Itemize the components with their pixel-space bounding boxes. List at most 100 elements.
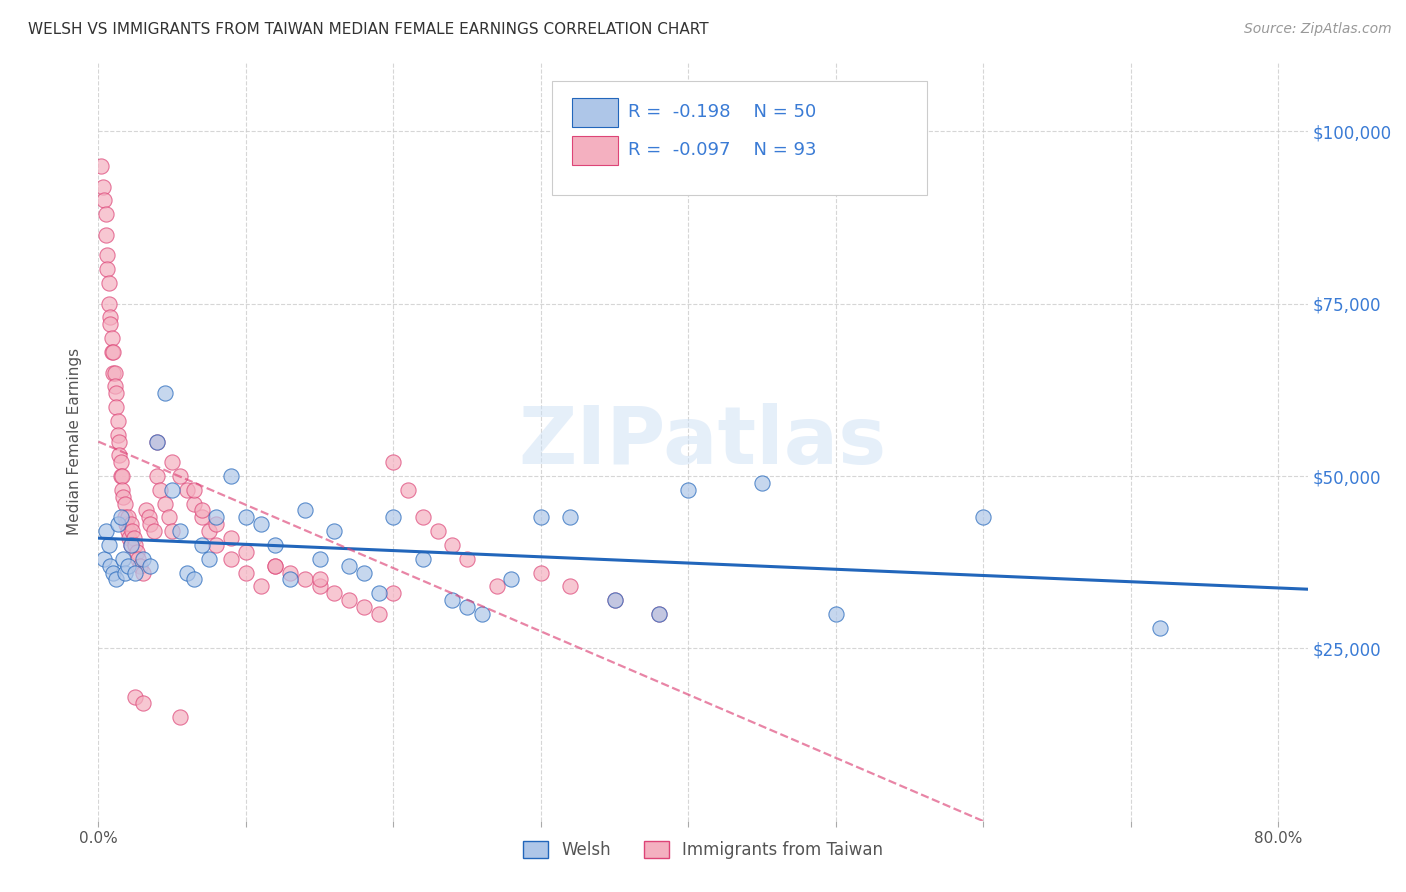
Point xyxy=(114,566,136,580)
Point xyxy=(93,551,115,566)
Point xyxy=(648,607,671,621)
Point xyxy=(176,566,198,580)
Point xyxy=(972,510,994,524)
Point xyxy=(112,490,135,504)
Point xyxy=(160,524,183,538)
Point xyxy=(426,524,449,538)
Point xyxy=(120,517,142,532)
Point xyxy=(264,558,287,573)
Point xyxy=(530,566,553,580)
Point xyxy=(122,531,145,545)
Point xyxy=(117,558,139,573)
Point xyxy=(353,566,375,580)
Point xyxy=(100,331,122,345)
Point xyxy=(308,573,330,587)
Text: ZIPatlas: ZIPatlas xyxy=(519,402,887,481)
Point xyxy=(441,538,464,552)
Point xyxy=(323,586,346,600)
Point xyxy=(169,710,191,724)
Point xyxy=(441,593,464,607)
FancyBboxPatch shape xyxy=(551,81,927,195)
Point xyxy=(127,551,149,566)
Point xyxy=(112,551,135,566)
Point xyxy=(603,593,626,607)
Point xyxy=(131,566,153,580)
Point xyxy=(107,517,129,532)
Point xyxy=(149,483,172,497)
Point xyxy=(124,690,146,704)
Point xyxy=(169,524,191,538)
Point xyxy=(97,296,120,310)
Point xyxy=(219,469,242,483)
Point xyxy=(125,545,148,559)
Point xyxy=(183,573,205,587)
Point xyxy=(97,276,120,290)
Point xyxy=(104,366,127,380)
Point xyxy=(190,510,212,524)
Point xyxy=(110,510,132,524)
Point xyxy=(367,586,389,600)
Point xyxy=(382,455,405,469)
Point xyxy=(205,538,228,552)
Point xyxy=(294,573,316,587)
Text: WELSH VS IMMIGRANTS FROM TAIWAN MEDIAN FEMALE EARNINGS CORRELATION CHART: WELSH VS IMMIGRANTS FROM TAIWAN MEDIAN F… xyxy=(28,22,709,37)
Point xyxy=(367,607,389,621)
Point xyxy=(118,531,141,545)
Point xyxy=(412,510,434,524)
Point xyxy=(603,593,626,607)
Point xyxy=(98,558,121,573)
Text: R =  -0.097    N = 93: R = -0.097 N = 93 xyxy=(628,142,817,160)
Point xyxy=(1149,621,1171,635)
Point xyxy=(94,207,117,221)
Point xyxy=(648,607,671,621)
Point xyxy=(131,551,153,566)
Point xyxy=(131,697,153,711)
FancyBboxPatch shape xyxy=(572,136,619,165)
Point xyxy=(124,566,146,580)
Point xyxy=(117,510,139,524)
Point xyxy=(382,510,405,524)
Point xyxy=(205,510,228,524)
Point xyxy=(96,248,118,262)
Point xyxy=(94,227,117,242)
Point xyxy=(104,379,127,393)
Y-axis label: Median Female Earnings: Median Female Earnings xyxy=(67,348,83,535)
Point xyxy=(560,510,582,524)
Point xyxy=(205,517,228,532)
Point xyxy=(190,503,212,517)
Point xyxy=(412,551,434,566)
Point xyxy=(97,538,120,552)
Point xyxy=(219,531,242,545)
Point xyxy=(456,599,478,614)
Point xyxy=(176,483,198,497)
Point xyxy=(294,503,316,517)
Point xyxy=(108,448,131,462)
Point xyxy=(94,524,117,538)
Point xyxy=(105,386,128,401)
Point xyxy=(456,551,478,566)
Point xyxy=(169,469,191,483)
Point xyxy=(264,538,287,552)
Point xyxy=(160,455,183,469)
Point xyxy=(382,586,405,600)
Point xyxy=(117,524,139,538)
Point xyxy=(219,551,242,566)
Point xyxy=(107,427,129,442)
Point xyxy=(471,607,494,621)
Point xyxy=(264,558,287,573)
Point xyxy=(101,366,124,380)
Point xyxy=(751,475,773,490)
Point xyxy=(90,159,112,173)
Point xyxy=(501,573,523,587)
Point xyxy=(337,558,360,573)
Point xyxy=(96,262,118,277)
Point xyxy=(135,503,157,517)
Point xyxy=(235,545,257,559)
Point xyxy=(153,497,176,511)
Point xyxy=(101,345,124,359)
Point xyxy=(396,483,419,497)
Point xyxy=(190,538,212,552)
Point xyxy=(114,497,136,511)
Point xyxy=(124,538,146,552)
Point xyxy=(198,524,221,538)
